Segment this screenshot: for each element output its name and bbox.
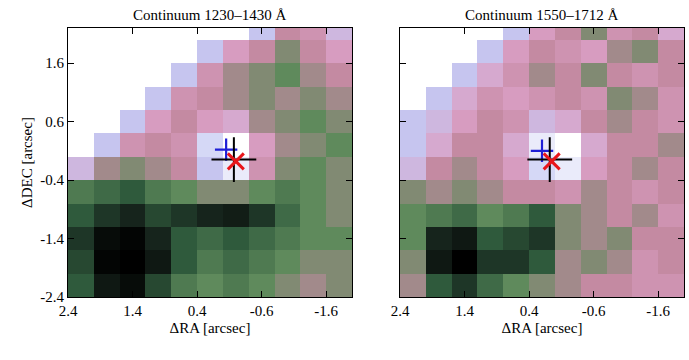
svg-text:-1.4: -1.4 xyxy=(40,231,64,247)
svg-text:0.6: 0.6 xyxy=(45,114,64,130)
svg-text:-2.4: -2.4 xyxy=(40,289,64,305)
svg-text:1.6: 1.6 xyxy=(45,55,64,71)
svg-text:0.4: 0.4 xyxy=(520,303,539,319)
svg-text:Continuum 1550–1712 Å: Continuum 1550–1712 Å xyxy=(465,7,619,23)
svg-text:-0.6: -0.6 xyxy=(582,303,606,319)
svg-text:2.4: 2.4 xyxy=(391,303,410,319)
svg-text:ΔRA [arcsec]: ΔRA [arcsec] xyxy=(170,320,251,336)
svg-text:Continuum 1230–1430 Å: Continuum 1230–1430 Å xyxy=(133,7,287,23)
svg-text:-1.6: -1.6 xyxy=(314,303,338,319)
svg-text:-1.6: -1.6 xyxy=(646,303,670,319)
svg-text:1.4: 1.4 xyxy=(123,303,142,319)
svg-text:-0.6: -0.6 xyxy=(250,303,274,319)
svg-text:1.4: 1.4 xyxy=(455,303,474,319)
svg-text:2.4: 2.4 xyxy=(59,303,78,319)
svg-text:ΔDEC [arcsec]: ΔDEC [arcsec] xyxy=(19,117,35,208)
svg-text:0.4: 0.4 xyxy=(188,303,207,319)
svg-text:-0.4: -0.4 xyxy=(40,172,64,188)
svg-text:ΔRA [arcsec]: ΔRA [arcsec] xyxy=(502,320,583,336)
